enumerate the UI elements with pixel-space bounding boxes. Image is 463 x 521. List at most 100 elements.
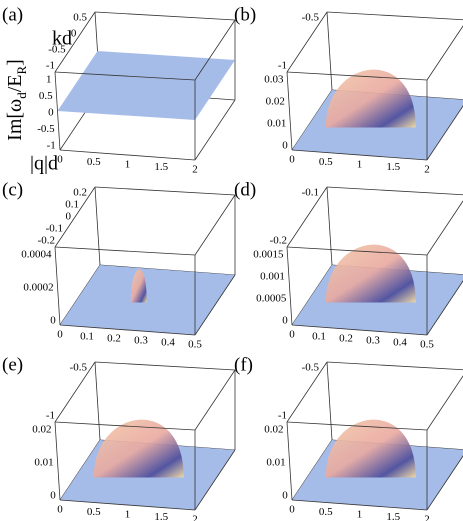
z-tick-label: 0.02	[266, 95, 285, 107]
q-axis-label: |q|d	[30, 153, 58, 175]
q-tick-label: 0.5	[319, 156, 333, 168]
box-edge	[286, 71, 293, 151]
q-tick-label: 0.5	[188, 339, 202, 351]
box-edge	[426, 25, 463, 81]
q-tick-label: 1.5	[154, 511, 168, 521]
z-tick-label: 1	[46, 73, 52, 85]
q-tick-label: 2	[192, 164, 198, 176]
z-tick-label: 0	[282, 140, 288, 152]
plane	[60, 265, 235, 335]
q-tick-label: 0.1	[80, 331, 94, 343]
panels: (a) 0.50-0.5-110.50-0.5-10 0.5 1 1.5 2(b) -0.5…	[2, 4, 463, 521]
z-tick-label: 0.01	[267, 118, 286, 130]
panel: (e) -0.5 -10.02 0.01 00 0.5 1 1.5 2	[2, 354, 236, 521]
box-edge	[426, 105, 463, 161]
kd-tick-label: -0.1	[46, 223, 63, 235]
box-edge	[326, 11, 333, 91]
z-tick-label: 0.01	[34, 456, 53, 468]
kd-tick-label: -0.5	[302, 362, 320, 374]
q-tick-label: 0.1	[312, 331, 326, 343]
box-edge	[54, 186, 96, 248]
panel-label: (b)	[234, 4, 256, 25]
box-edge	[194, 369, 236, 431]
kd-tick-label: -0.2	[38, 235, 55, 247]
box-edge	[286, 421, 293, 501]
q-tick-label: 1.5	[386, 511, 400, 521]
q-tick-label: 0	[289, 154, 295, 166]
z-tick-label: -0.5	[37, 123, 55, 135]
q-tick-label: 0	[289, 504, 295, 516]
box-edge	[291, 499, 428, 511]
q-tick-label: 2	[192, 514, 198, 521]
z-tick-label: 0.5	[39, 90, 53, 102]
box-edge	[94, 361, 101, 441]
box-edge	[286, 186, 328, 248]
q-tick-label: 2	[424, 164, 430, 176]
box-edge	[426, 455, 463, 511]
box-edge	[286, 71, 428, 81]
box-edge	[326, 186, 463, 196]
box-edge	[59, 149, 196, 161]
box-edge	[291, 324, 428, 336]
panel: (f) -0.5 -10.02 0.01 00 0.5 1 1.5 2	[234, 354, 463, 521]
q-tick-label: 0.4	[161, 337, 175, 349]
z-tick-label: 0	[50, 315, 56, 327]
box-edge	[426, 375, 463, 431]
q-tick-label: 1.5	[154, 161, 168, 173]
box-edge	[54, 421, 196, 431]
q-tick-label: 0.2	[107, 333, 121, 345]
box-edge	[426, 200, 463, 256]
z-tick-label: 0.0004	[21, 248, 52, 260]
box-edge	[286, 246, 293, 326]
plane	[57, 51, 235, 120]
z-tick-label: -1	[47, 140, 56, 152]
box-edge	[94, 186, 236, 196]
z-tick-label: 0.001	[260, 270, 285, 282]
panel-label: (e)	[2, 354, 23, 375]
box-edge	[326, 186, 333, 266]
q-tick-label: 2	[424, 514, 430, 521]
q-tick-label: 1	[357, 159, 363, 171]
box-edge	[94, 186, 101, 266]
box-edge	[426, 280, 463, 336]
box-edge	[59, 499, 196, 511]
kd-tick-label: -0.2	[270, 235, 287, 247]
q-tick-label: 0.3	[134, 335, 148, 347]
box-edge	[326, 361, 463, 371]
kd-axis-label: kd	[52, 28, 72, 50]
q-tick-label: 0.3	[366, 335, 380, 347]
box-edge	[94, 11, 236, 21]
q-tick-label: 1	[125, 159, 131, 171]
box-edge	[326, 11, 463, 21]
kd-tick-label: -0.5	[70, 362, 88, 374]
q-tick-label: 0.5	[87, 156, 101, 168]
z-tick-label: 0.03	[264, 73, 284, 85]
kd-tick-label: -1	[278, 60, 287, 72]
panel-label: (d)	[234, 179, 256, 200]
kd-tick-label: 0.2	[73, 187, 87, 199]
surface	[325, 244, 416, 303]
z-tick-label: 0	[282, 490, 288, 502]
kd-tick-label: -0.5	[302, 12, 320, 24]
kd-tick-label: 0	[71, 28, 77, 40]
box-edge	[286, 361, 328, 423]
kd-tick-label: -0.5	[48, 44, 66, 56]
box-edge	[194, 99, 236, 161]
kd-tick-label: -0.1	[302, 187, 319, 199]
q-tick-label: 0.2	[339, 333, 353, 345]
panel: (a) 0.50-0.5-110.50-0.5-10 0.5 1 1.5 2	[2, 4, 236, 176]
box-edge	[54, 11, 96, 73]
q-tick-label: 1.5	[386, 161, 400, 173]
panel-label: (f)	[234, 354, 253, 375]
q-tick-label: 0.4	[393, 337, 407, 349]
box-edge	[286, 246, 428, 256]
box-edge	[291, 149, 428, 161]
surface	[93, 419, 184, 478]
z-tick-label: 0.0005	[256, 293, 287, 305]
kd-tick-label: 0.5	[73, 12, 87, 24]
box-edge	[194, 449, 236, 511]
kd-tick-label: -1	[46, 60, 55, 72]
q-tick-label: 0	[57, 329, 63, 341]
q-tick-label: 0	[57, 154, 63, 166]
q-tick-label: 0	[289, 329, 295, 341]
